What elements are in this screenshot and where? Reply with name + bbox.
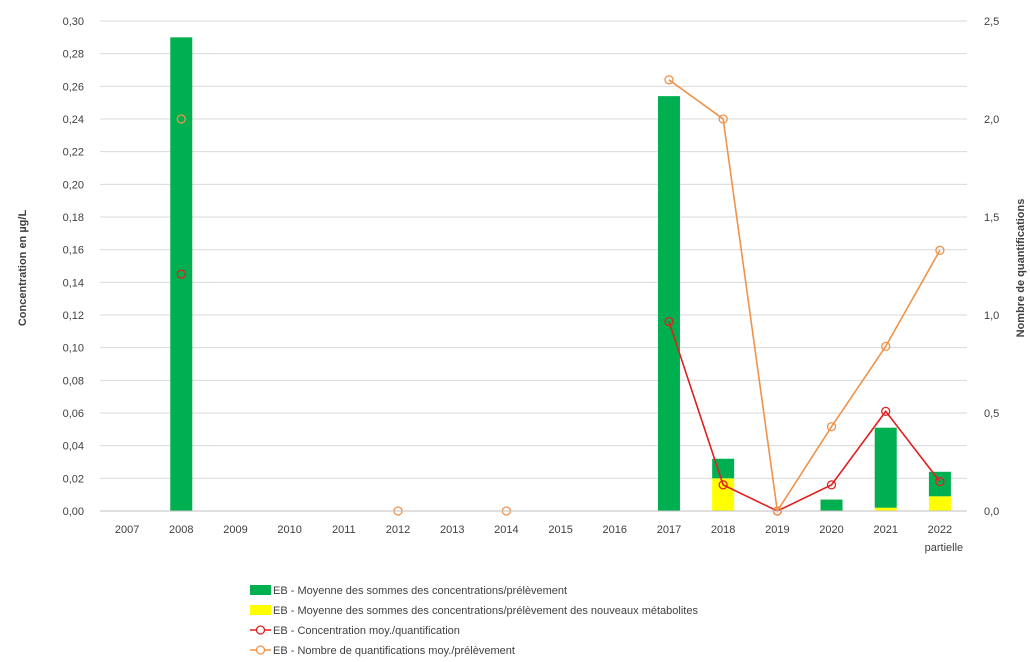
legend-label: EB - Nombre de quantifications moy./prél…	[273, 645, 515, 657]
x-tick-label: 2018	[711, 524, 735, 536]
x-tick-label: 2015	[548, 524, 572, 536]
y-tick-label: 0,20	[63, 179, 84, 191]
x-tick-label: 2013	[440, 524, 464, 536]
y-tick-label: 0,00	[63, 506, 84, 518]
data-point	[881, 341, 891, 352]
x-tick-label: 2007	[115, 524, 139, 536]
x-tick-label: 2011	[332, 524, 356, 536]
x-tick-label: 2009	[223, 524, 247, 536]
y-tick-label: 0,10	[63, 343, 84, 355]
data-point	[826, 480, 837, 490]
bar	[820, 499, 843, 511]
data-point	[881, 406, 891, 417]
bar	[170, 37, 193, 511]
y-tick-label: 0,04	[63, 441, 84, 453]
legend: EB - Moyenne des sommes des concentratio…	[250, 585, 698, 657]
data-point	[664, 316, 674, 327]
y-tick-label: 0,12	[63, 310, 84, 322]
bar	[874, 427, 897, 508]
x-tick-label: 2008	[169, 524, 193, 536]
data-point	[718, 480, 728, 490]
x-tick-label: 2021	[873, 524, 897, 536]
x-tick-label: 2017	[657, 524, 681, 536]
y-tick-label: 0,24	[63, 114, 84, 126]
legend-swatch	[250, 605, 271, 615]
x-tick-label: 2016	[603, 524, 627, 536]
x-tick-label: 2010	[277, 524, 301, 536]
y-tick-label: 0,08	[63, 375, 84, 387]
legend-swatch-marker	[255, 625, 266, 635]
y2-tick-label: 2,0	[984, 114, 999, 126]
y2-tick-label: 0,0	[984, 506, 999, 518]
series-line	[668, 79, 941, 514]
y-tick-label: 0,16	[63, 245, 84, 257]
x-tick-label: 2014	[494, 524, 518, 536]
bar	[657, 96, 680, 511]
y-tick-label: 0,22	[63, 147, 84, 159]
y-tick-label: 0,18	[63, 212, 84, 224]
y-axis-title: Concentration en µg/L	[17, 210, 29, 327]
series-lines	[176, 75, 945, 516]
legend-label: EB - Moyenne des sommes des concentratio…	[273, 605, 698, 617]
y-tick-label: 0,06	[63, 408, 84, 420]
grid-lines	[100, 20, 967, 479]
y-tick-label: 0,02	[63, 473, 84, 485]
data-point	[826, 422, 837, 432]
x-tick-label: 2019	[765, 524, 789, 536]
x-tick-label: 2012	[386, 524, 410, 536]
bars	[170, 37, 951, 511]
y-tick-label: 0,28	[63, 49, 84, 61]
y2-tick-label: 2,5	[984, 16, 999, 28]
bar	[928, 496, 951, 511]
data-point	[176, 114, 186, 124]
legend-swatch-marker	[255, 645, 266, 655]
bar	[712, 478, 735, 511]
data-point	[176, 269, 186, 279]
legend-swatch	[250, 585, 271, 595]
x-tick-label: 2022	[928, 524, 952, 536]
y2-tick-label: 0,5	[984, 408, 999, 420]
series-line	[668, 321, 941, 512]
data-point	[935, 245, 945, 255]
y2-tick-label: 1,5	[984, 212, 999, 224]
data-point	[935, 476, 945, 487]
y-tick-label: 0,26	[63, 81, 84, 93]
legend-label: EB - Concentration moy./quantification	[273, 625, 460, 637]
x-tick-sublabel: partielle	[925, 542, 964, 554]
bar	[874, 507, 897, 511]
bar	[712, 458, 735, 479]
bar	[928, 471, 951, 497]
data-point	[664, 75, 674, 85]
y-tick-label: 0,14	[63, 277, 84, 289]
y-tick-label: 0,30	[63, 16, 84, 28]
axes: 0,00 0,02 0,04 0,06 0,08 0,10 0,12 0,14 0,16 0,18…	[63, 16, 1000, 554]
legend-label: EB - Moyenne des sommes des concentratio…	[273, 585, 567, 597]
x-tick-label: 2020	[819, 524, 843, 536]
data-point	[718, 114, 728, 124]
y2-tick-label: 1,0	[984, 310, 999, 322]
y2-axis-title: Nombre de quantifications	[1015, 199, 1027, 338]
